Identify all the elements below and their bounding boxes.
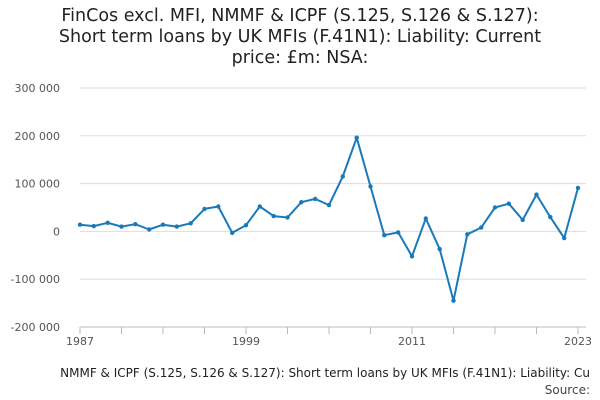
series-line [79, 136, 579, 302]
y-tick-label: 100 000 [15, 178, 61, 191]
data-point [506, 201, 511, 206]
data-point [188, 221, 193, 226]
x-tick-label: 1999 [232, 335, 260, 348]
data-point [202, 206, 207, 212]
data-point [243, 223, 249, 228]
data-point [534, 192, 539, 197]
data-point [354, 135, 359, 140]
data-point [216, 204, 221, 209]
data-point [313, 196, 318, 202]
data-point [257, 204, 262, 209]
data-point [133, 222, 138, 227]
y-tick-label: 0 [53, 225, 60, 238]
chart-title-line-1: FinCos excl. MFI, NMMF & ICPF (S.125, S.… [61, 6, 539, 26]
data-point [160, 222, 166, 227]
data-point [326, 202, 332, 208]
x-tick-label: 1987 [66, 335, 94, 348]
data-point [368, 184, 373, 189]
y-axis-tick-labels: 300 000 200 000 100 000 0 -100 000 -200 000 [11, 82, 60, 334]
chart-title: FinCos excl. MFI, NMMF & ICPF (S.125, S.… [0, 6, 600, 69]
data-point [409, 254, 415, 259]
y-tick-label: -100 000 [11, 273, 60, 286]
chart-title-line-3: price: £m: NSA: [231, 48, 369, 68]
data-point [119, 224, 124, 229]
data-point [230, 230, 235, 235]
y-tick-label: 200 000 [15, 130, 61, 143]
data-point [423, 216, 428, 221]
source-label: Source: [545, 383, 590, 397]
x-axis [79, 326, 586, 334]
chart-caption: NMMF & ICPF (S.125, S.126 & S.127): Shor… [60, 366, 590, 380]
gridlines [80, 87, 586, 328]
data-point [382, 233, 387, 238]
data-point [575, 185, 581, 191]
data-point [147, 227, 152, 232]
data-point [271, 213, 276, 219]
data-point [465, 232, 470, 237]
chart-title-line-2: Short term loans by UK MFIs (F.41N1): Li… [58, 27, 542, 47]
data-point [492, 205, 498, 210]
data-point [340, 174, 345, 179]
data-point [562, 235, 567, 241]
data-point [299, 200, 304, 205]
data-point [451, 298, 456, 303]
data-point [77, 222, 83, 227]
data-point [174, 224, 179, 229]
y-tick-label: -200 000 [11, 321, 60, 334]
data-point [285, 215, 290, 220]
x-axis-tick-labels: 1987 1999 2011 2023 [66, 335, 592, 348]
data-point [105, 220, 110, 225]
data-point [437, 246, 442, 252]
series [77, 135, 581, 303]
data-point [91, 223, 97, 229]
x-tick-label: 2023 [564, 335, 592, 348]
data-point [479, 225, 484, 230]
x-tick-label: 2011 [398, 335, 426, 348]
data-point [396, 230, 401, 235]
data-point [520, 217, 525, 223]
y-tick-label: 300 000 [15, 82, 61, 95]
data-point [548, 214, 553, 220]
